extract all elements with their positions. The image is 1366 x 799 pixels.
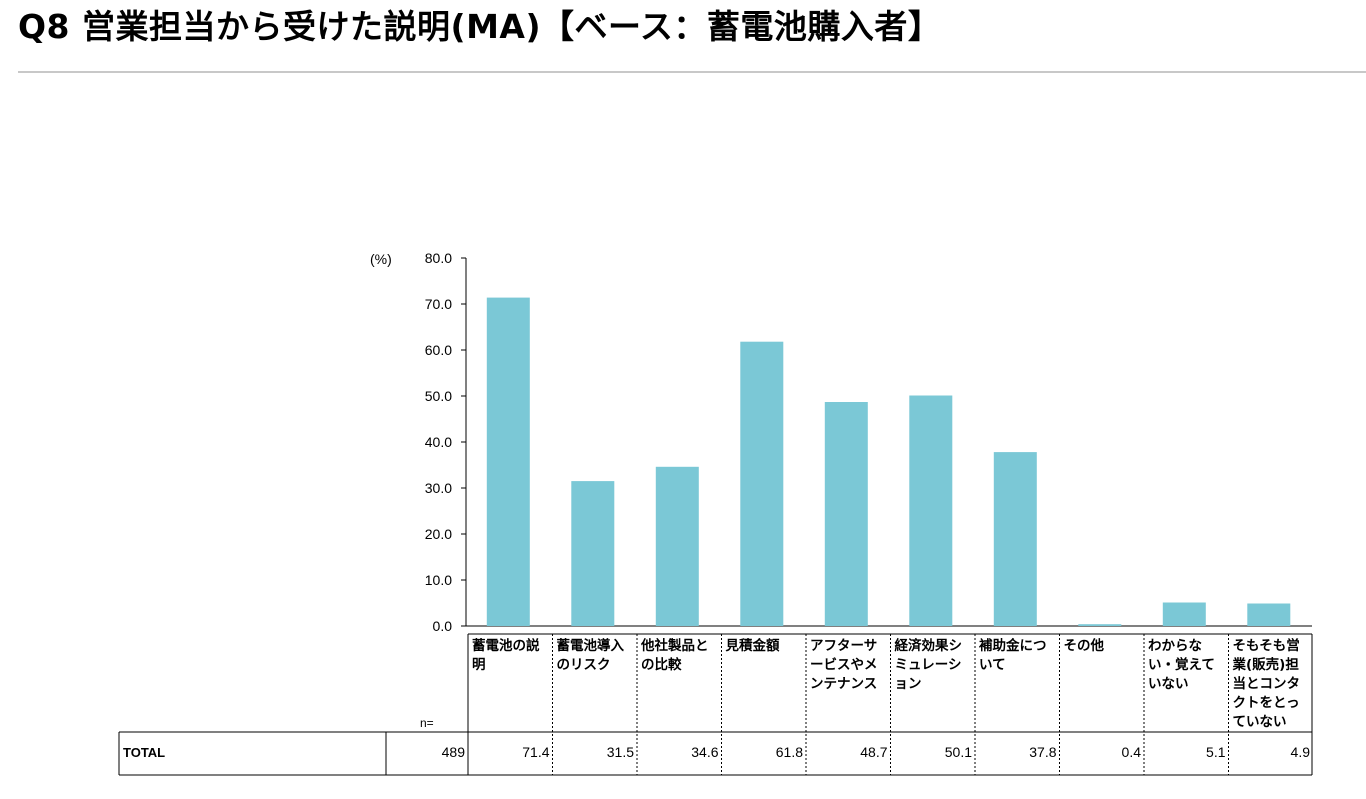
bar-6	[993, 452, 1037, 626]
category-label-9: そもそも営業(販売)担当とコンタクトをとっていない	[1232, 638, 1301, 730]
category-label-4: アフターサービスやメンテナンス	[810, 638, 878, 692]
category-label-6: 補助金について	[979, 638, 1047, 673]
y-tick-label: 20.0	[425, 526, 452, 542]
y-axis: 80.0 70.0 60.0 50.0 40.0 30.0 20.0 10.0 0.0	[425, 250, 1312, 634]
bar-9	[1247, 603, 1291, 626]
bar-5	[909, 395, 953, 626]
category-label-5: 経済効果シミュレーション	[894, 638, 963, 692]
bar-1	[571, 481, 615, 626]
bar-2	[655, 466, 699, 626]
bar-8	[1162, 602, 1206, 626]
n-value: 489	[441, 744, 465, 760]
bar-7	[1078, 624, 1122, 626]
category-label-2: 他社製品との比較	[641, 638, 709, 673]
y-tick-label: 0.0	[433, 618, 453, 634]
bar-4	[824, 402, 868, 626]
value-cell-0: 71.4	[522, 744, 550, 760]
n-header: n=	[420, 716, 434, 730]
y-tick-label: 60.0	[425, 342, 452, 358]
table-grid	[118, 633, 1313, 776]
y-unit-label: (%)	[370, 251, 392, 267]
y-tick-label: 50.0	[425, 388, 452, 404]
bars	[486, 297, 1291, 626]
value-cell-2: 34.6	[691, 744, 719, 760]
bar-0	[486, 297, 530, 626]
y-tick-label: 10.0	[425, 572, 452, 588]
row-label-total: TOTAL	[123, 745, 166, 760]
value-cell-8: 5.1	[1206, 744, 1226, 760]
value-cell-5: 50.1	[944, 744, 972, 760]
category-label-7: その他	[1063, 638, 1105, 654]
title-divider	[18, 71, 1366, 73]
value-cell-1: 31.5	[606, 744, 634, 760]
category-label-8: わからない・覚えていない	[1148, 638, 1215, 692]
value-cell-9: 4.9	[1290, 744, 1310, 760]
y-tick-label: 30.0	[425, 480, 452, 496]
category-label-1: 蓄電池導入のリスク	[556, 638, 625, 673]
value-cell-7: 0.4	[1121, 744, 1141, 760]
category-label-0: 蓄電池の説明	[472, 638, 540, 673]
page-title: Q8 営業担当から受けた説明(MA)【ベース：蓄電池購入者】	[18, 7, 942, 46]
y-tick-label: 40.0	[425, 434, 452, 450]
bar-3	[740, 341, 784, 626]
y-tick-label: 80.0	[425, 250, 452, 266]
value-cell-6: 37.8	[1029, 744, 1057, 760]
value-cell-4: 48.7	[860, 744, 888, 760]
value-cell-3: 61.8	[775, 744, 803, 760]
category-label-3: 見積金額	[725, 638, 780, 654]
y-tick-label: 70.0	[425, 296, 452, 312]
